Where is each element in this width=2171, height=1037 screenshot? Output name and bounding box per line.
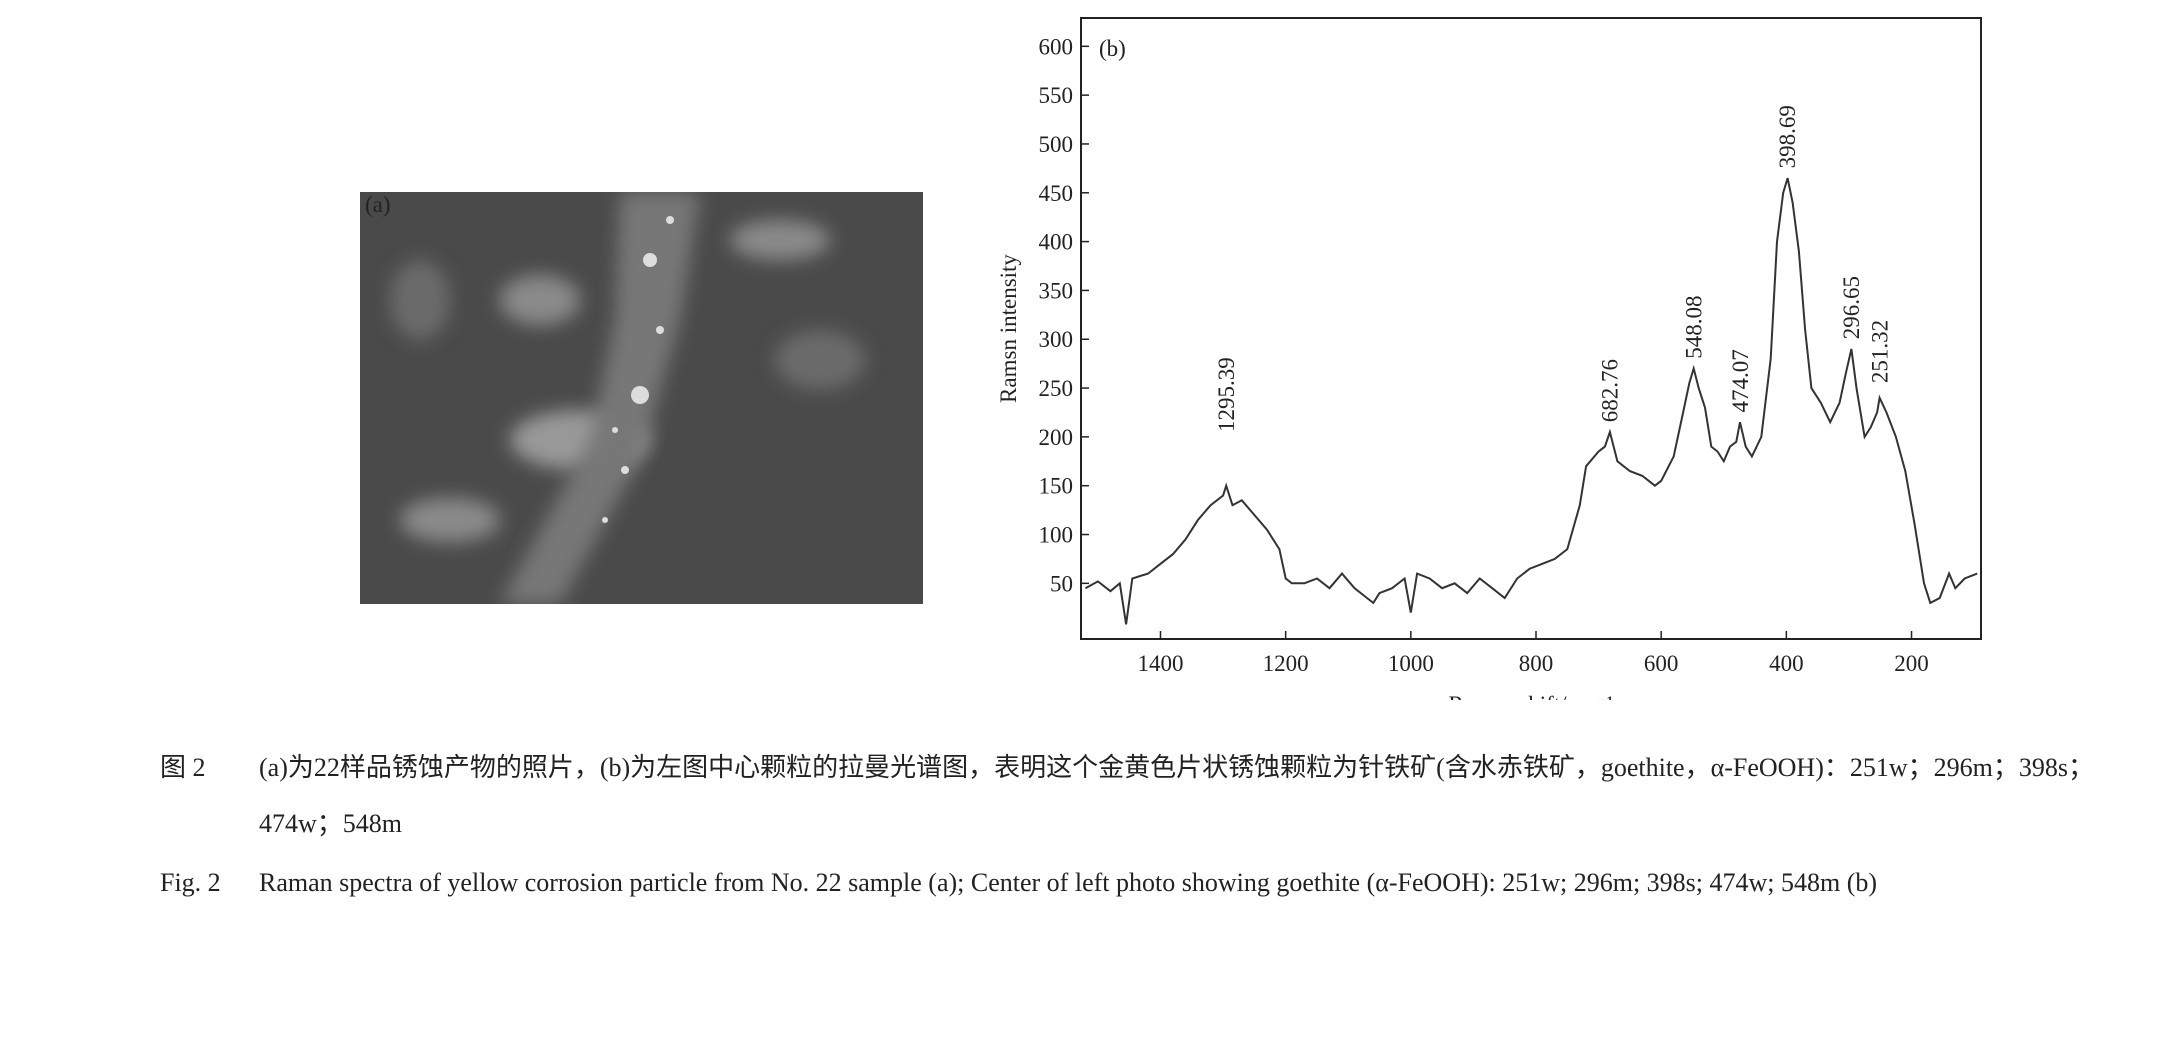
y-tick-label: 350 <box>1039 278 1074 303</box>
x-tick-label: 1000 <box>1388 651 1434 676</box>
caption-text: (a)为22样品锈蚀产物的照片，(b)为左图中心颗粒的拉曼光谱图，表明这个金黄色… <box>259 753 2094 838</box>
caption-en: Fig. 2 Raman spectra of yellow corrosion … <box>160 855 2110 911</box>
peak-label: 474.07 <box>1728 349 1753 412</box>
x-tick-label: 800 <box>1519 651 1554 676</box>
caption-cn: 图 2 (a)为22样品锈蚀产物的照片，(b)为左图中心颗粒的拉曼光谱图，表明这个… <box>160 740 2110 852</box>
caption-label: Fig. 2 <box>160 868 221 897</box>
x-tick-label: 600 <box>1644 651 1679 676</box>
y-tick-label: 200 <box>1039 425 1074 450</box>
spectrum-line <box>1084 177 1978 625</box>
peak-label: 398.69 <box>1775 105 1800 168</box>
x-tick-label: 400 <box>1769 651 1804 676</box>
y-tick-label: 100 <box>1039 523 1074 548</box>
y-axis-label: Ramsn intensity <box>996 254 1021 403</box>
peak-label: 251.32 <box>1867 320 1892 383</box>
x-tick-label: 1400 <box>1137 651 1183 676</box>
y-tick-label: 450 <box>1039 181 1074 206</box>
peak-label: 682.76 <box>1597 359 1622 422</box>
x-tick-label: 200 <box>1894 651 1929 676</box>
panel-label: (b) <box>1099 36 1126 61</box>
y-tick-label: 300 <box>1039 327 1074 352</box>
y-tick-label: 400 <box>1039 230 1074 255</box>
peak-label: 1295.39 <box>1214 357 1239 432</box>
caption-label: 图 2 <box>160 753 206 782</box>
peak-label: 548.08 <box>1682 296 1707 359</box>
photo-label: (a) <box>365 192 391 217</box>
caption-text: Raman spectra of yellow corrosion partic… <box>259 868 1878 897</box>
y-tick-label: 50 <box>1050 571 1073 596</box>
y-tick-label: 500 <box>1039 132 1074 157</box>
y-tick-label: 600 <box>1039 34 1074 59</box>
peak-label: 296.65 <box>1839 276 1864 339</box>
x-tick-label: 1200 <box>1263 651 1309 676</box>
y-tick-label: 250 <box>1039 376 1074 401</box>
photo <box>360 192 923 604</box>
plot-frame <box>1080 17 1982 640</box>
y-tick-label: 150 <box>1039 474 1074 499</box>
x-axis-label: Raman shift/cm⁻¹ <box>1448 692 1613 700</box>
y-tick-label: 550 <box>1039 83 1074 108</box>
figure: (a) 50 100 150 200 250 300 350 400 450 500 550 600 1… <box>360 17 1982 700</box>
